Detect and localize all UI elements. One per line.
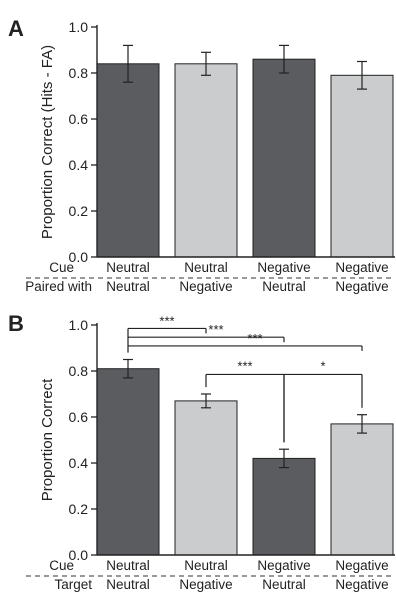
category-label-row1: Neutral bbox=[106, 260, 150, 275]
significance-label: *** bbox=[237, 358, 252, 373]
bar bbox=[330, 423, 394, 556]
category-label-row1: Negative bbox=[335, 260, 388, 275]
category-label-row1: Neutral bbox=[184, 260, 228, 275]
category-label-row2: Neutral bbox=[106, 577, 150, 592]
bar bbox=[174, 63, 238, 258]
bar bbox=[174, 400, 238, 556]
bar bbox=[252, 457, 316, 556]
row-label-2: Paired with bbox=[25, 279, 92, 294]
y-tick-label: 0.4 bbox=[69, 157, 89, 173]
significance-label: *** bbox=[159, 313, 174, 328]
panel-a: A 0.0 0.2 0.4 0.6 0.8 1.0 Proportion Correct (H… bbox=[8, 16, 395, 294]
significance-label: *** bbox=[208, 322, 223, 337]
y-tick-label: 0.8 bbox=[69, 363, 89, 379]
y-axis-label: Proportion Correct bbox=[39, 378, 56, 501]
y-tick-label: 0.8 bbox=[69, 65, 89, 81]
category-label-row2: Neutral bbox=[262, 577, 306, 592]
category-label-row1: Negative bbox=[257, 558, 310, 573]
row-label-1: Cue bbox=[49, 558, 74, 573]
panel-letter: A bbox=[8, 16, 24, 41]
bar bbox=[252, 58, 316, 258]
significance-label: * bbox=[320, 358, 325, 373]
category-label-row2: Negative bbox=[335, 577, 388, 592]
panel-b: B 0.0 0.2 0.4 0.6 0.8 1.0 Proportion Correct Cue… bbox=[8, 311, 395, 592]
category-label-row1: Neutral bbox=[184, 558, 228, 573]
y-tick-label: 0.2 bbox=[69, 203, 89, 219]
category-label-row1: Negative bbox=[257, 260, 310, 275]
category-label-row2: Negative bbox=[179, 577, 232, 592]
bar bbox=[330, 74, 394, 258]
category-label-row2: Neutral bbox=[106, 279, 150, 294]
bar bbox=[96, 368, 160, 556]
y-tick-label: 0.6 bbox=[69, 111, 89, 127]
y-tick-label: 0.2 bbox=[69, 501, 89, 517]
category-label-row1: Neutral bbox=[106, 558, 150, 573]
y-tick-label: 0.0 bbox=[69, 547, 89, 563]
y-tick-label: 1.0 bbox=[69, 19, 89, 35]
category-label-row2: Negative bbox=[179, 279, 232, 294]
row-label-1: Cue bbox=[49, 260, 74, 275]
significance-label: *** bbox=[247, 331, 262, 346]
y-tick-label: 0.0 bbox=[69, 249, 89, 265]
row-label-2: Target bbox=[54, 577, 92, 592]
category-label-row2: Negative bbox=[335, 279, 388, 294]
y-tick-label: 0.4 bbox=[69, 455, 89, 471]
y-tick-label: 1.0 bbox=[69, 317, 89, 333]
category-label-row2: Neutral bbox=[262, 279, 306, 294]
y-axis-label: Proportion Correct (Hits - FA) bbox=[39, 45, 56, 239]
category-label-row1: Negative bbox=[335, 558, 388, 573]
panel-letter: B bbox=[8, 311, 24, 336]
y-tick-label: 0.6 bbox=[69, 409, 89, 425]
bar bbox=[96, 63, 160, 258]
